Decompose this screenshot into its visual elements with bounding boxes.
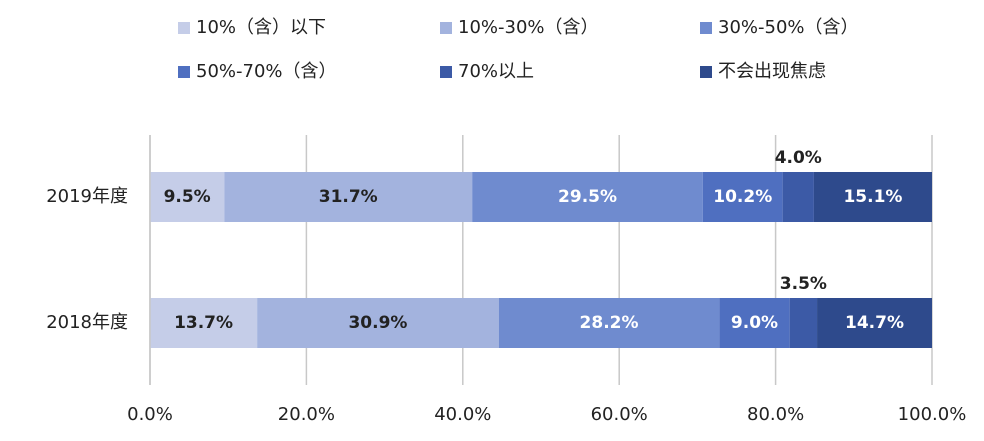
- legend-label: 30%-50%（含）: [718, 17, 859, 38]
- bar-segment: [472, 172, 703, 222]
- value-label: 15.1%: [843, 187, 902, 207]
- value-label: 10.2%: [713, 187, 772, 207]
- value-label: 31.7%: [319, 187, 378, 207]
- legend-swatch: [440, 66, 452, 78]
- value-label: 4.0%: [775, 148, 822, 168]
- value-label: 13.7%: [174, 313, 233, 333]
- bar-segment: [789, 298, 818, 348]
- bar-segment: [817, 298, 932, 348]
- x-tick-label: 80.0%: [747, 404, 804, 425]
- legend-swatch: [178, 66, 190, 78]
- legend-swatch: [440, 22, 452, 34]
- category-label: 2018年度: [46, 312, 128, 333]
- value-label: 9.5%: [164, 187, 211, 207]
- x-tick-label: 40.0%: [434, 404, 491, 425]
- legend-label: 50%-70%（含）: [196, 61, 337, 82]
- value-label: 30.9%: [348, 313, 407, 333]
- bar-segment: [257, 298, 499, 348]
- bar-segment: [702, 172, 783, 222]
- value-label: 29.5%: [558, 187, 617, 207]
- legend-label: 10%-30%（含）: [458, 17, 599, 38]
- x-tick-label: 0.0%: [127, 404, 173, 425]
- value-label: 9.0%: [731, 313, 778, 333]
- x-tick-label: 20.0%: [278, 404, 335, 425]
- legend-label: 70%以上: [458, 61, 534, 82]
- legend-label: 10%（含）以下: [196, 17, 326, 38]
- value-label: 28.2%: [580, 313, 639, 333]
- bar-segment: [150, 172, 225, 222]
- value-label: 3.5%: [780, 274, 827, 294]
- category-label: 2019年度: [46, 186, 128, 207]
- bar-segment: [498, 298, 720, 348]
- legend-swatch: [178, 22, 190, 34]
- x-tick-label: 60.0%: [591, 404, 648, 425]
- legend-label: 不会出现焦虑: [718, 61, 826, 82]
- bar-segment: [224, 172, 473, 222]
- value-label: 14.7%: [845, 313, 904, 333]
- legend-swatch: [700, 22, 712, 34]
- bar-segment: [150, 298, 258, 348]
- x-tick-label: 100.0%: [898, 404, 967, 425]
- bar-segment: [813, 172, 932, 222]
- bar-segment: [782, 172, 814, 222]
- legend-swatch: [700, 66, 712, 78]
- bar-segment: [719, 298, 790, 348]
